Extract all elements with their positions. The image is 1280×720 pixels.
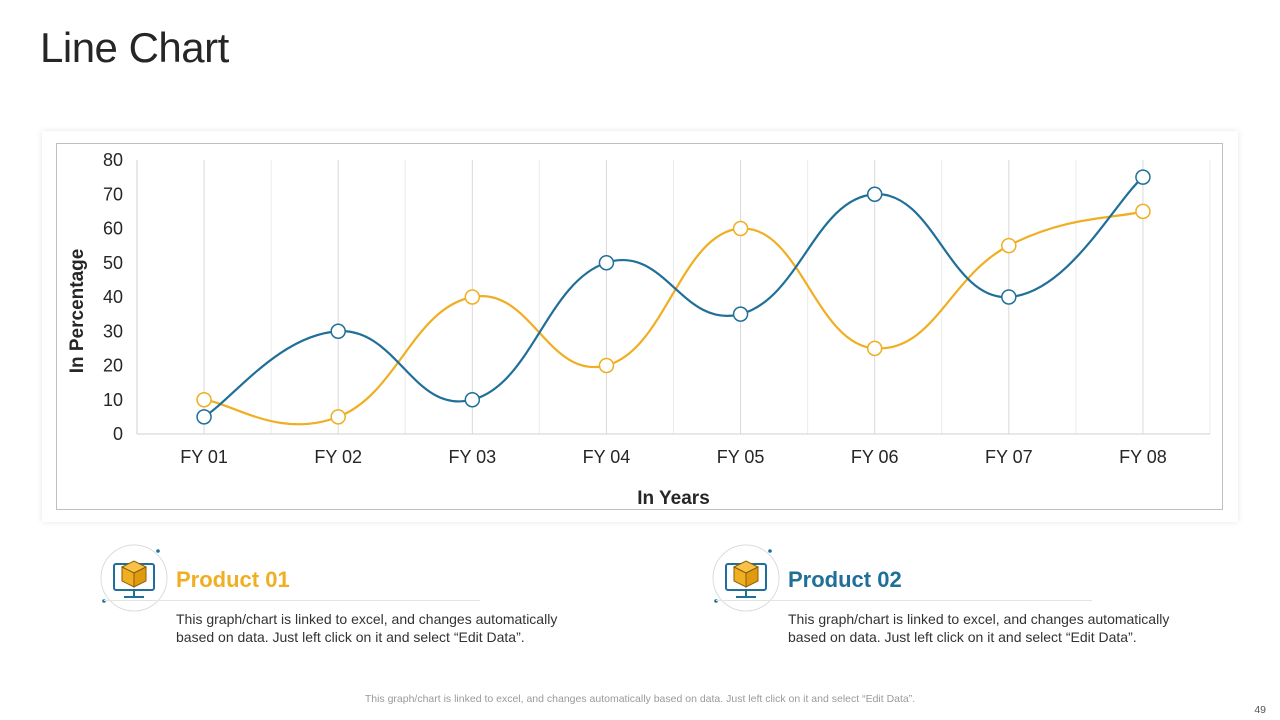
box-on-monitor-icon	[712, 544, 780, 612]
x-tick-label: FY 04	[583, 447, 631, 467]
y-tick-label: 60	[103, 219, 123, 239]
product-02-description: This graph/chart is linked to excel, and…	[788, 611, 1170, 645]
x-tick-label: FY 07	[985, 447, 1033, 467]
x-tick-label: FY 03	[448, 447, 496, 467]
product-02-card: Product 02 This graph/chart is linked to…	[712, 543, 1232, 653]
series-2-point	[598, 255, 615, 271]
product-01-divider	[104, 600, 480, 601]
series-2-point	[1001, 289, 1017, 305]
series-2-point	[464, 392, 481, 408]
series-1-point	[1135, 203, 1151, 220]
line-chart: 0 10 20 30 40 50 60 70 80 FY 01 FY 02 FY 03 FY 04 FY …	[67, 150, 1211, 509]
series-2-point	[196, 409, 212, 425]
series-1-point	[866, 340, 883, 357]
y-tick-label: 80	[103, 150, 123, 170]
series-2-point	[732, 306, 749, 322]
y-tick-label: 30	[103, 321, 123, 341]
series-1-point	[464, 289, 481, 305]
series-2-point	[1135, 169, 1151, 185]
series-2-point	[866, 186, 883, 202]
series-1-point	[732, 220, 749, 237]
x-tick-label: FY 01	[180, 447, 228, 467]
series-1-point	[330, 409, 346, 425]
series-1-point	[196, 392, 212, 408]
x-tick-label: FY 02	[314, 447, 362, 467]
chart-frame[interactable]: 0 10 20 30 40 50 60 70 80 FY 01 FY 02 FY 03 FY 04 FY …	[42, 131, 1238, 522]
series-line-1	[203, 210, 1144, 426]
chart-plot-box: 0 10 20 30 40 50 60 70 80 FY 01 FY 02 FY 03 FY 04 FY …	[56, 143, 1223, 510]
series-1-point	[1001, 237, 1017, 254]
product-01-name: Product 01	[176, 567, 290, 592]
product-02-divider	[716, 600, 1092, 601]
footer-note: This graph/chart is linked to excel, and…	[364, 693, 916, 705]
page-number: 49	[1254, 704, 1266, 716]
y-tick-label: 50	[103, 253, 123, 273]
product-01-description: This graph/chart is linked to excel, and…	[176, 611, 558, 645]
x-tick-label: FY 06	[851, 447, 899, 467]
y-tick-label: 20	[103, 356, 123, 376]
x-tick-label: FY 05	[717, 447, 765, 467]
series-line-2	[203, 176, 1144, 418]
x-tick-label: FY 08	[1119, 447, 1167, 467]
y-tick-label: 40	[103, 287, 123, 307]
box-on-monitor-icon	[100, 544, 168, 612]
y-axis-title: In Percentage	[67, 249, 88, 374]
product-02-name: Product 02	[788, 567, 902, 592]
y-tick-label: 0	[113, 424, 123, 444]
x-axis-title: In Years	[637, 488, 710, 509]
slide-title: Line Chart	[40, 24, 229, 71]
y-tick-label: 10	[103, 390, 123, 410]
series-1-point	[598, 357, 615, 374]
series-2-point	[330, 323, 346, 339]
y-tick-label: 70	[103, 184, 123, 204]
product-01-card: Product 01 This graph/chart is linked to…	[100, 543, 620, 653]
